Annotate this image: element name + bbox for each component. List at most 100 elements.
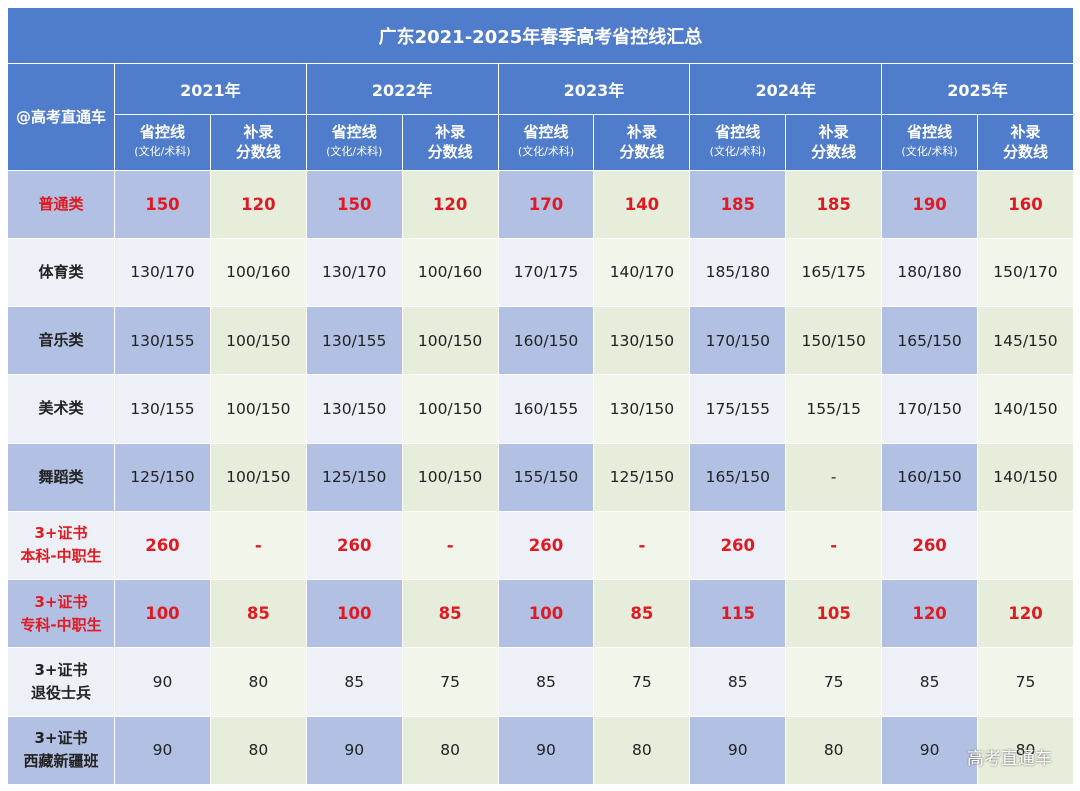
provincial-line-cell: 130/155 xyxy=(114,306,211,376)
supplementary-line-cell xyxy=(977,510,1074,581)
year-header: 2025年 xyxy=(881,63,1074,116)
category-label: 体育类 xyxy=(7,237,115,308)
category-label: 3+证书 退役士兵 xyxy=(7,647,115,717)
supplementary-line-cell: 85 xyxy=(593,579,691,649)
category-label-line: 3+证书 xyxy=(34,524,88,543)
supplementary-line-label-2: 分数线 xyxy=(811,143,857,162)
supplementary-line-cell: 80 xyxy=(209,647,307,717)
table-container: 广东2021-2025年春季高考省控线汇总 @高考直通车 2021年 2022年 2… xyxy=(7,6,1074,786)
supplementary-line-header: 补录 分数线 xyxy=(209,114,307,171)
category-label-line: 舞蹈类 xyxy=(38,467,84,486)
supplementary-line-cell: 130/150 xyxy=(593,306,691,376)
supplementary-line-cell: 80 xyxy=(593,715,691,786)
supplementary-line-cell: - xyxy=(785,442,883,512)
provincial-line-cell: 130/150 xyxy=(305,374,403,444)
provincial-line-cell: 190 xyxy=(881,169,979,239)
supplementary-line-cell: 105 xyxy=(785,579,883,649)
supplementary-line-cell: 80 xyxy=(785,715,883,786)
provincial-line-cell: 90 xyxy=(881,715,979,786)
category-label-line: 美术类 xyxy=(38,399,84,418)
provincial-line-cell: 100 xyxy=(305,579,403,649)
provincial-line-cell: 90 xyxy=(305,715,403,786)
provincial-line-sublabel: (文化/术科) xyxy=(326,145,383,159)
provincial-line-cell: 130/155 xyxy=(114,374,211,444)
supplementary-line-cell: 85 xyxy=(209,579,307,649)
provincial-line-cell: 130/170 xyxy=(114,237,211,308)
provincial-line-label: 省控线 xyxy=(715,123,761,142)
supplementary-line-cell: - xyxy=(593,510,691,581)
supplementary-line-cell: 75 xyxy=(593,647,691,717)
provincial-line-cell: 170 xyxy=(497,169,595,239)
category-label: 3+证书专科-中职生 xyxy=(7,579,115,649)
supplementary-line-cell: 120 xyxy=(401,169,499,239)
provincial-line-header: 省控线 (文化/术科) xyxy=(114,114,211,171)
provincial-line-cell: 85 xyxy=(689,647,787,717)
table-row: 3+证书 专科-中职生 100 85 100 85 100 85 115 105 120 120 xyxy=(7,579,1074,649)
supplementary-line-label-2: 分数线 xyxy=(235,143,281,162)
provincial-line-cell: 85 xyxy=(497,647,595,717)
corner-label: @高考直通车 xyxy=(7,63,115,171)
supplementary-line-cell: 140/170 xyxy=(593,237,691,308)
supplementary-line-cell: 100/160 xyxy=(401,237,499,308)
supplementary-line-cell: 75 xyxy=(401,647,499,717)
provincial-line-cell: 90 xyxy=(497,715,595,786)
category-label: 美术类 xyxy=(7,374,115,444)
supplementary-line-cell: - xyxy=(401,510,499,581)
provincial-line-cell: 260 xyxy=(305,510,403,581)
provincial-line-cell: 175/155 xyxy=(689,374,787,444)
supplementary-line-cell: 120 xyxy=(209,169,307,239)
supplementary-line-header: 补录 分数线 xyxy=(401,114,499,171)
provincial-line-cell: 160/155 xyxy=(497,374,595,444)
provincial-line-cell: 260 xyxy=(881,510,979,581)
watermark: 高考直通车 xyxy=(967,749,1052,769)
provincial-line-cell: 85 xyxy=(305,647,403,717)
table-row: 3+证书 退役士兵 90 80 85 75 85 75 85 75 85 75 xyxy=(7,647,1074,717)
category-label-line: 3+证书 xyxy=(34,729,88,748)
provincial-line-cell: 160/150 xyxy=(497,306,595,376)
supplementary-line-label-2: 分数线 xyxy=(619,143,665,162)
category-label-line: 3+证书 xyxy=(34,592,88,611)
provincial-line-cell: 165/150 xyxy=(881,306,979,376)
provincial-line-cell: 125/150 xyxy=(114,442,211,512)
provincial-line-cell: 150 xyxy=(114,169,211,239)
supplementary-line-cell: 100/150 xyxy=(209,306,307,376)
provincial-line-cell: 260 xyxy=(497,510,595,581)
provincial-line-header: 省控线 (文化/术科) xyxy=(689,114,787,171)
provincial-line-cell: 260 xyxy=(114,510,211,581)
supplementary-line-label: 补录 xyxy=(818,123,849,142)
category-label-line: 体育类 xyxy=(38,262,84,281)
supplementary-line-cell: 125/150 xyxy=(593,442,691,512)
provincial-line-cell: 125/150 xyxy=(305,442,403,512)
provincial-line-sublabel: (文化/术科) xyxy=(709,145,766,159)
provincial-line-label: 省控线 xyxy=(523,123,569,142)
supplementary-line-label-2: 分数线 xyxy=(427,143,473,162)
supplementary-line-label-2: 分数线 xyxy=(1002,143,1048,162)
provincial-line-cell: 130/170 xyxy=(305,237,403,308)
supplementary-line-header: 补录 分数线 xyxy=(785,114,883,171)
supplementary-line-cell: 150/150 xyxy=(785,306,883,376)
category-label-line: 专科-中职生 xyxy=(20,615,102,634)
provincial-line-cell: 90 xyxy=(114,647,211,717)
provincial-line-cell: 100 xyxy=(114,579,211,649)
supplementary-line-cell: 100/150 xyxy=(401,306,499,376)
supplementary-line-cell: 80 xyxy=(209,715,307,786)
supplementary-line-cell: 100/160 xyxy=(209,237,307,308)
provincial-line-cell: 85 xyxy=(881,647,979,717)
supplementary-line-label: 补录 xyxy=(243,123,274,142)
category-label-line: 西藏新疆班 xyxy=(23,752,99,771)
provincial-line-cell: 260 xyxy=(689,510,787,581)
provincial-line-label: 省控线 xyxy=(139,123,185,142)
supplementary-line-cell: 120 xyxy=(977,579,1074,649)
year-header: 2024年 xyxy=(689,63,883,116)
supplementary-line-cell: 100/150 xyxy=(401,374,499,444)
provincial-line-cell: 155/150 xyxy=(497,442,595,512)
supplementary-line-cell: 100/150 xyxy=(401,442,499,512)
provincial-line-cell: 185/180 xyxy=(689,237,787,308)
provincial-line-cell: 120 xyxy=(881,579,979,649)
provincial-line-label: 省控线 xyxy=(331,123,377,142)
provincial-line-cell: 90 xyxy=(689,715,787,786)
supplementary-line-cell: 100/150 xyxy=(209,374,307,444)
supplementary-line-cell: 160 xyxy=(977,169,1074,239)
supplementary-line-cell: 75 xyxy=(785,647,883,717)
table-row: 美术类 130/155 100/150 130/150 100/150 160/155 13… xyxy=(7,374,1074,444)
